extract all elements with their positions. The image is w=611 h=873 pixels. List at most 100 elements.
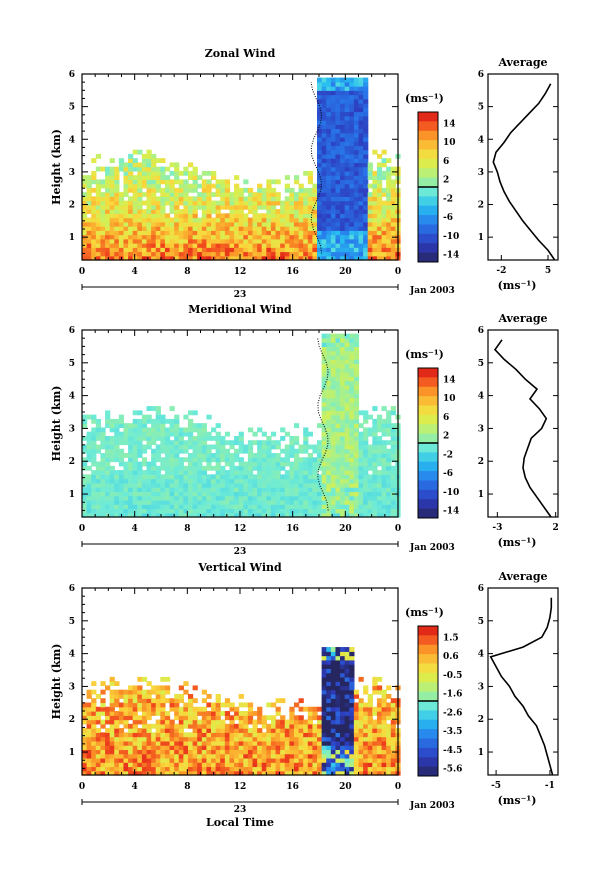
heatmap-cell: [340, 124, 346, 130]
heatmap-cell: [247, 217, 254, 223]
heatmap-cell: [326, 115, 332, 121]
heatmap-cell: [160, 213, 166, 219]
heatmap-cell: [349, 393, 355, 399]
heatmap-cell: [303, 499, 309, 505]
heatmap-cell: [381, 766, 387, 772]
heatmap-cell: [358, 128, 364, 134]
heatmap-cell: [335, 431, 341, 437]
heatmap-cell: [381, 474, 387, 480]
heatmap-cell: [128, 512, 134, 518]
heatmap-cell: [303, 170, 309, 176]
heatmap-cell: [155, 457, 161, 463]
heatmap-cell: [284, 491, 290, 497]
heatmap-cell: [105, 234, 111, 240]
heatmap-cell: [105, 512, 111, 518]
heatmap-cell: [293, 487, 300, 493]
heatmap-cell: [280, 715, 286, 721]
heatmap-cell: [178, 711, 184, 716]
colorbar-tick-label: -2: [443, 194, 453, 204]
heatmap-cell: [247, 221, 254, 227]
heatmap-cell: [100, 723, 106, 729]
heatmap-cell: [353, 166, 360, 172]
heatmap-cell: [86, 762, 92, 768]
heatmap-cell: [211, 728, 217, 733]
heatmap-cell: [137, 478, 143, 484]
heatmap-cell: [386, 410, 392, 416]
heatmap-cell: [141, 766, 148, 772]
heatmap-cell: [261, 461, 267, 467]
heatmap-cell: [224, 200, 231, 206]
heatmap-cell: [289, 444, 295, 450]
heatmap-cell: [252, 196, 258, 202]
heatmap-cell: [215, 698, 221, 704]
heatmap-cell: [109, 444, 115, 450]
heatmap-cell: [118, 732, 125, 738]
heatmap-cell: [353, 77, 360, 83]
heatmap-cell: [128, 238, 134, 244]
heatmap-cell: [358, 728, 364, 733]
average-profile-line: [489, 597, 554, 776]
heatmap-cell: [183, 504, 189, 510]
heatmap-cell: [215, 711, 221, 716]
heatmap-cell: [312, 740, 318, 746]
heatmap-cell: [164, 444, 171, 450]
heatmap-cell: [372, 512, 378, 518]
heatmap-cell: [155, 706, 161, 712]
heatmap-cell: [183, 200, 189, 206]
heatmap-cell: [224, 757, 231, 763]
heatmap-cell: [298, 478, 304, 484]
heatmap-cell: [118, 499, 125, 505]
heatmap-cell: [155, 423, 161, 429]
heatmap-cell: [335, 243, 341, 248]
heatmap-cell: [367, 183, 373, 189]
heatmap-cell: [386, 255, 392, 261]
heatmap-cell: [118, 457, 125, 463]
heatmap-cell: [363, 706, 369, 712]
heatmap-cell: [141, 153, 148, 159]
heatmap-cell: [229, 474, 235, 480]
heatmap-cell: [372, 226, 378, 231]
heatmap-cell: [100, 204, 106, 210]
average-title: Average: [497, 56, 547, 69]
heatmap-cell: [372, 478, 378, 484]
heatmap-cell: [201, 209, 208, 214]
heatmap-cell: [252, 512, 258, 518]
heatmap-cell: [363, 81, 369, 87]
heatmap-cell: [174, 243, 180, 248]
heatmap-cell: [95, 427, 102, 433]
heatmap-cell: [215, 431, 221, 437]
heatmap-cell: [358, 698, 364, 704]
heatmap-cell: [376, 508, 383, 514]
heatmap-cell: [224, 234, 231, 240]
heatmap-cell: [95, 508, 102, 514]
heatmap-cell: [390, 209, 396, 214]
heatmap-cell: [187, 745, 194, 751]
heatmap-cell: [137, 706, 143, 712]
heatmap-cell: [353, 487, 360, 493]
heatmap-cell: [178, 435, 184, 441]
heatmap-cell: [261, 448, 267, 454]
heatmap-cell: [372, 406, 378, 411]
heatmap-cell: [261, 238, 267, 244]
heatmap-cell: [266, 495, 272, 501]
heatmap-cell: [137, 757, 143, 763]
heatmap-cell: [114, 444, 120, 450]
heatmap-cell: [95, 470, 102, 475]
heatmap-cell: [252, 453, 258, 458]
heatmap-cell: [349, 465, 355, 471]
heatmap-cell: [340, 495, 346, 501]
heatmap-cell: [257, 440, 263, 446]
heatmap-cell: [321, 508, 327, 514]
colorbar-segment: [418, 626, 438, 636]
heatmap-cell: [289, 465, 295, 471]
heatmap-cell: [321, 512, 327, 518]
heatmap-cell: [229, 491, 235, 497]
heatmap-cell: [340, 719, 346, 725]
heatmap-cell: [146, 170, 152, 176]
heatmap-cell: [358, 170, 364, 176]
heatmap-cell: [330, 414, 337, 420]
date-label: 23: [234, 805, 247, 815]
heatmap-cell: [376, 723, 383, 729]
heatmap-cell: [95, 474, 102, 480]
